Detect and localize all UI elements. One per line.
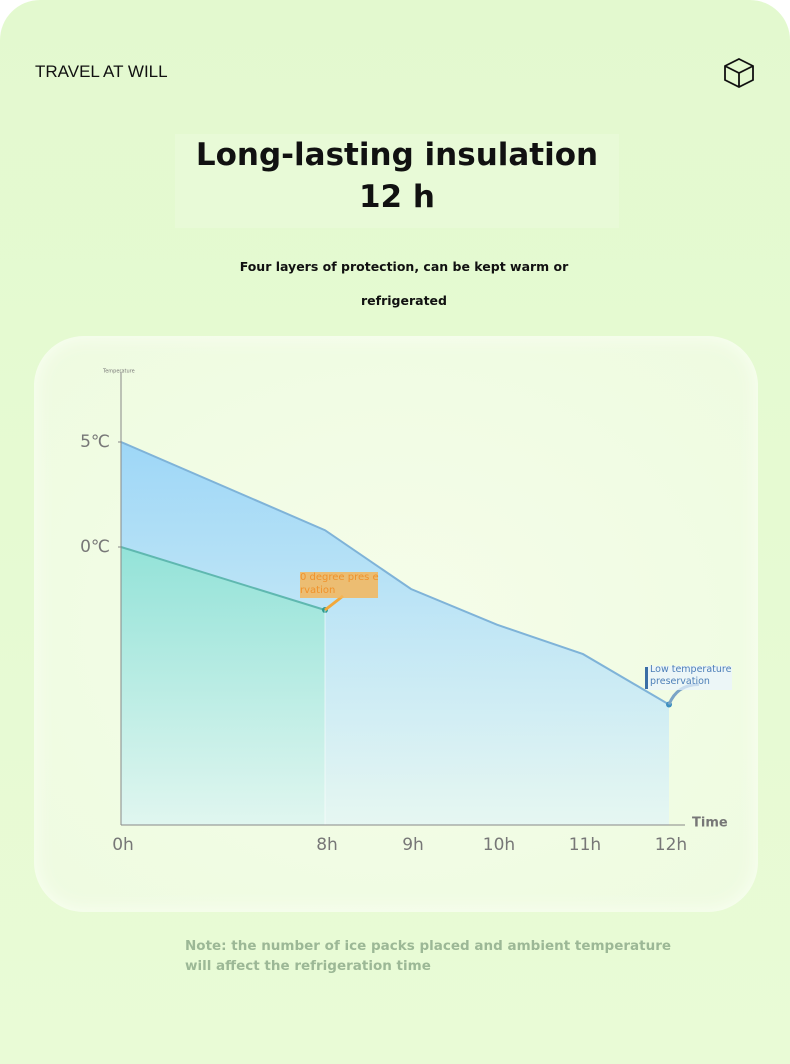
legend-text: 0 degree pres ervation [300,572,379,596]
x-tick-label: 12h [655,835,687,855]
brand: TRAVEL AT WILL [35,62,168,81]
legend-label: 0 degree pres ervation [300,572,379,596]
x-tick-label: 9h [402,835,424,855]
x-axis-label: Time [692,816,728,831]
legend-box [646,666,732,690]
x-tick-label: 11h [569,835,601,855]
y-tick-label: 5℃ [80,432,110,452]
area [121,547,325,825]
subtitle: Four layers of protection, can be kept w… [239,259,569,308]
y-axis-label: Temperature [102,369,135,375]
title: Long-lasting insulation 12 h [175,134,619,228]
legend-label: Low temperature preservation [650,664,732,687]
line [120,441,670,706]
y-tick-label: 0℃ [80,537,110,557]
legend-bar [645,667,648,689]
callout [324,594,344,612]
box-icon [724,57,754,89]
note: Note: the number of ice packs placed and… [185,938,672,974]
x-tick-label: 10h [483,835,515,855]
legend-text: Low temperature preservation [650,664,732,687]
x-tick-label: 8h [316,835,338,855]
x-tick-label: 0h [112,835,134,855]
legend-box [300,572,378,598]
line [120,546,326,611]
